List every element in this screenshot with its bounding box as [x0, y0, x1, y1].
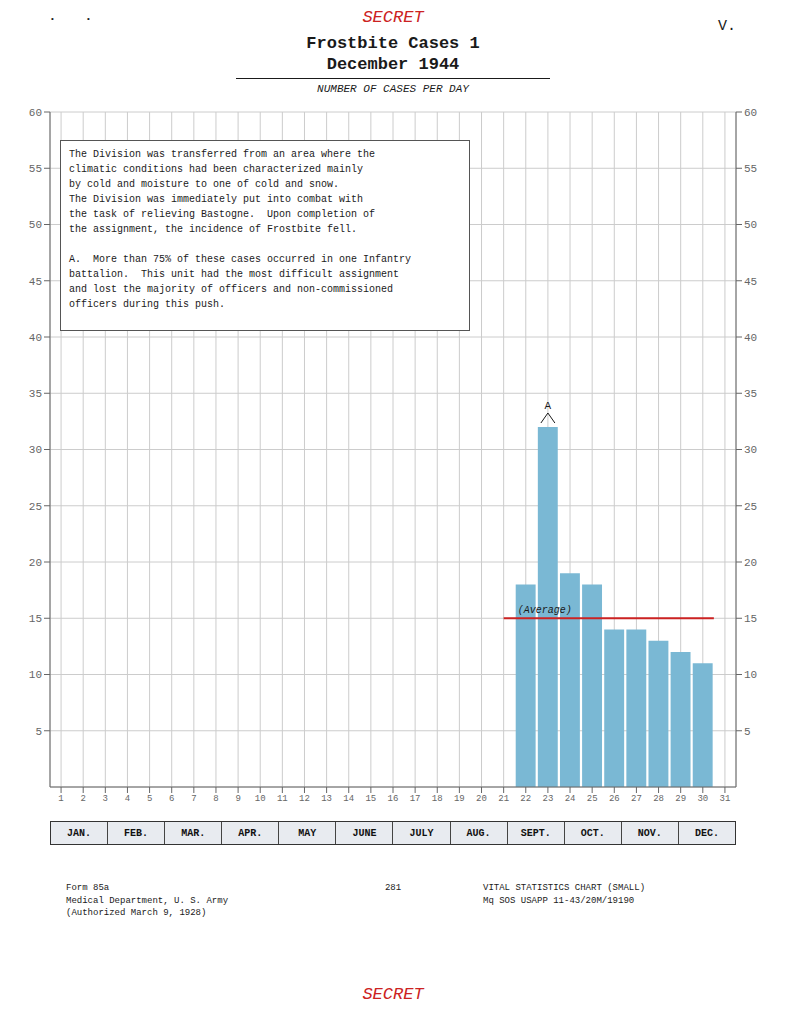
- svg-text:50: 50: [29, 219, 42, 231]
- svg-text:30: 30: [29, 444, 42, 456]
- html-text:Form 85a Medical Department, U: Form 85a Medical Department, U. S. Army …: [66, 883, 228, 919]
- svg-text:55: 55: [29, 163, 42, 175]
- svg-text:4: 4: [125, 794, 130, 804]
- html-text:JAN.: JAN.: [67, 827, 91, 839]
- svg-text:20: 20: [744, 557, 757, 569]
- html-text:281: 281: [384, 883, 402, 893]
- svg-text:5: 5: [744, 726, 751, 738]
- html-text:NUMBER OF CASES PER DAY: NUMBER OF CASES PER DAY: [317, 83, 469, 95]
- svg-text:40: 40: [29, 332, 42, 344]
- svg-text:18: 18: [432, 794, 443, 804]
- svg-text:55: 55: [744, 163, 757, 175]
- svg-text:28: 28: [653, 794, 664, 804]
- svg-text:A: A: [545, 400, 552, 412]
- svg-text:25: 25: [587, 794, 598, 804]
- html-text:December 1944: December 1944: [326, 55, 460, 74]
- svg-text:5: 5: [35, 726, 42, 738]
- svg-text:20: 20: [476, 794, 487, 804]
- svg-text:35: 35: [29, 388, 42, 400]
- svg-text:15: 15: [29, 613, 42, 625]
- svg-text:6: 6: [169, 794, 174, 804]
- svg-text:(Average): (Average): [518, 605, 572, 616]
- svg-text:2: 2: [80, 794, 85, 804]
- svg-text:50: 50: [744, 219, 757, 231]
- svg-text:29: 29: [675, 794, 686, 804]
- svg-text:35: 35: [744, 388, 757, 400]
- svg-text:9: 9: [235, 794, 240, 804]
- svg-text:19: 19: [454, 794, 465, 804]
- svg-text:40: 40: [744, 332, 757, 344]
- svg-text:10: 10: [255, 794, 266, 804]
- svg-text:23: 23: [542, 794, 553, 804]
- html-text:SECRET: SECRET: [362, 985, 424, 1004]
- svg-text:13: 13: [321, 794, 332, 804]
- html-text:MAR.: MAR.: [181, 827, 206, 839]
- svg-text:14: 14: [343, 794, 354, 804]
- svg-text:10: 10: [29, 669, 42, 681]
- svg-text:25: 25: [29, 501, 42, 513]
- html-text:JULY: JULY: [409, 827, 434, 839]
- svg-text:27: 27: [631, 794, 642, 804]
- html-text:SEPT.: SEPT.: [520, 827, 551, 839]
- svg-text:17: 17: [410, 794, 421, 804]
- svg-text:5: 5: [147, 794, 152, 804]
- html-text:V.: V.: [718, 18, 736, 35]
- html-text:The Division was transferred f: The Division was transferred from an are…: [69, 149, 412, 311]
- svg-text:21: 21: [498, 794, 509, 804]
- svg-text:16: 16: [388, 794, 399, 804]
- html-text:FEB.: FEB.: [124, 827, 149, 839]
- svg-text:30: 30: [744, 444, 757, 456]
- svg-text:3: 3: [103, 794, 108, 804]
- svg-text:60: 60: [29, 107, 42, 119]
- html-text:APR.: APR.: [238, 827, 263, 839]
- svg-text:10: 10: [744, 669, 757, 681]
- svg-text:11: 11: [277, 794, 288, 804]
- svg-text:26: 26: [609, 794, 620, 804]
- html-text:OCT.: OCT.: [580, 827, 605, 839]
- html-text:VITAL STATISTICS CHART (SMALL): VITAL STATISTICS CHART (SMALL) Mq SOS US…: [483, 883, 645, 906]
- svg-text:7: 7: [191, 794, 196, 804]
- html-text:AUG.: AUG.: [466, 827, 491, 839]
- html-text:SECRET: SECRET: [362, 8, 424, 27]
- svg-text:31: 31: [720, 794, 731, 804]
- svg-text:24: 24: [565, 794, 576, 804]
- html-text:NOV.: NOV.: [637, 827, 662, 839]
- svg-text:25: 25: [744, 501, 757, 513]
- svg-text:15: 15: [365, 794, 376, 804]
- html-text:JUNE: JUNE: [352, 827, 377, 839]
- html-text:MAY: MAY: [298, 827, 317, 839]
- svg-text:45: 45: [29, 276, 42, 288]
- svg-text:8: 8: [213, 794, 218, 804]
- svg-text:20: 20: [29, 557, 42, 569]
- svg-text:45: 45: [744, 276, 757, 288]
- html-text:DEC.: DEC.: [694, 827, 719, 839]
- svg-text:12: 12: [299, 794, 310, 804]
- svg-text:1: 1: [58, 794, 63, 804]
- svg-text:30: 30: [697, 794, 708, 804]
- svg-text:60: 60: [744, 107, 757, 119]
- html-text:Frostbite Cases 1: Frostbite Cases 1: [306, 34, 480, 53]
- svg-text:22: 22: [520, 794, 531, 804]
- svg-text:15: 15: [744, 613, 757, 625]
